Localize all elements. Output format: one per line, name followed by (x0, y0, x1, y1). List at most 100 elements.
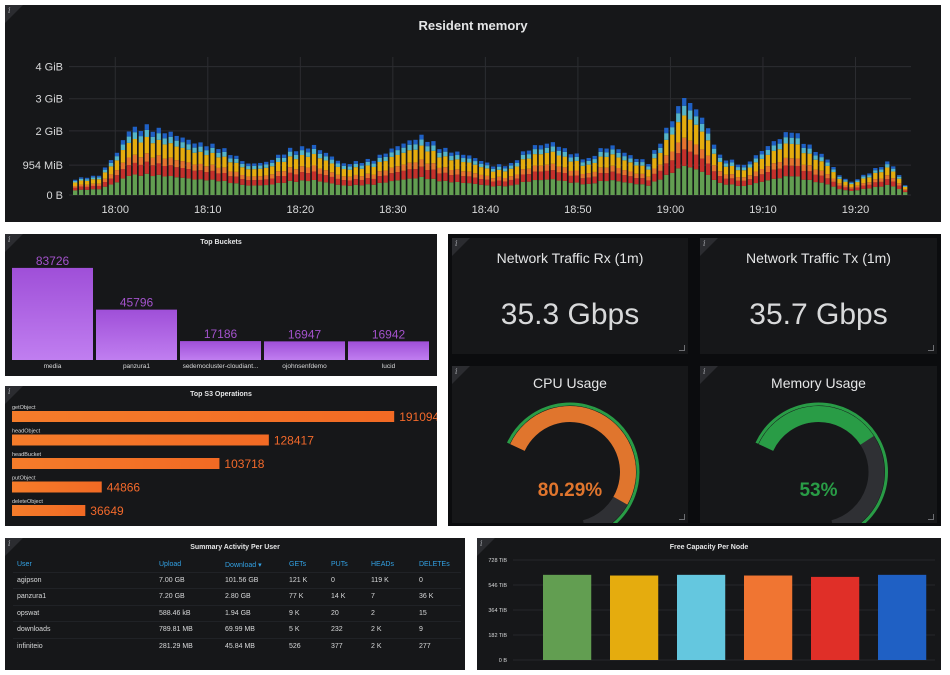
memory-bar-segment (335, 174, 341, 179)
panel-title[interactable]: Memory Usage (771, 375, 866, 391)
memory-bar (777, 139, 782, 195)
resize-handle[interactable] (928, 345, 934, 351)
panel-title[interactable]: Top S3 Operations (190, 391, 252, 398)
operation-bar[interactable] (12, 458, 220, 469)
memory-bar (658, 143, 663, 195)
info-icon[interactable]: i (480, 539, 483, 548)
table-row[interactable]: panzura1 7.20 GB 2.80 GB 77 K 14 K 7 36 K (13, 588, 461, 605)
memory-bar-segment (108, 160, 114, 163)
info-corner[interactable] (5, 234, 23, 252)
info-corner[interactable] (5, 386, 23, 404)
memory-bar-segment (783, 137, 788, 144)
table-cell: panzura1 (13, 588, 158, 605)
panel-title[interactable]: Top Buckets (200, 239, 242, 246)
panel-title[interactable]: Summary Activity Per User (190, 544, 280, 551)
info-icon[interactable]: i (8, 6, 11, 15)
info-icon[interactable]: i (8, 235, 11, 244)
memory-bar-segment (628, 155, 633, 159)
memory-bar-segment (317, 168, 323, 174)
table-cell: 2.80 GB (224, 588, 288, 605)
info-corner[interactable] (477, 538, 495, 556)
memory-bar (282, 154, 287, 195)
info-corner[interactable] (5, 538, 23, 556)
info-icon[interactable]: i (703, 367, 706, 376)
memory-bar-segment (538, 145, 544, 150)
capacity-bar[interactable] (543, 574, 592, 660)
column-header[interactable]: Download ▾ (225, 561, 262, 569)
column-header[interactable]: HEADs (371, 561, 394, 569)
memory-bar-segment (299, 146, 305, 151)
info-icon[interactable]: i (8, 539, 11, 548)
column-header[interactable]: PUTs (331, 561, 348, 569)
memory-bar-segment (359, 165, 364, 169)
panel-title[interactable]: Free Capacity Per Node (669, 544, 749, 551)
column-header[interactable]: DELETEs (419, 561, 450, 569)
memory-bar (162, 133, 167, 195)
memory-bar-segment (240, 161, 245, 164)
memory-bar-segment (276, 176, 281, 183)
operation-bar[interactable] (12, 411, 395, 422)
info-corner[interactable] (452, 238, 470, 256)
memory-bar (299, 146, 305, 195)
memory-bar-segment (556, 146, 561, 151)
operation-bar[interactable] (12, 434, 269, 446)
panel-title[interactable]: Network Traffic Tx (1m) (746, 250, 891, 266)
capacity-bar[interactable] (610, 575, 659, 660)
capacity-bar[interactable] (811, 576, 860, 660)
operation-bar[interactable] (12, 505, 86, 516)
memory-bar-segment (694, 154, 699, 170)
capacity-bar[interactable] (878, 574, 927, 660)
operation-bar[interactable] (12, 481, 102, 493)
bucket-value-label: 16942 (372, 327, 406, 341)
bucket-bar[interactable] (96, 309, 177, 360)
table-row[interactable]: infiniteio 281.29 MB 45.84 MB 526 377 2 K 277 (13, 637, 461, 655)
column-header[interactable]: User (17, 561, 32, 569)
stat-value: 35.7 Gbps (749, 298, 888, 331)
memory-bar-segment (204, 146, 209, 151)
memory-bar-segment (532, 180, 538, 195)
memory-bar (789, 132, 794, 195)
memory-bar-segment (186, 169, 191, 179)
bucket-bar[interactable] (264, 341, 345, 360)
column-header[interactable]: Upload (159, 561, 182, 569)
column-header[interactable]: GETs (289, 561, 307, 569)
memory-bar-segment (282, 161, 287, 172)
memory-bar-segment (634, 178, 639, 185)
info-corner[interactable] (700, 238, 718, 256)
memory-bar (443, 147, 448, 195)
bucket-bar[interactable] (348, 341, 429, 360)
info-icon[interactable]: i (703, 239, 706, 248)
info-icon[interactable]: i (455, 239, 458, 248)
memory-bar-segment (234, 176, 239, 184)
info-icon[interactable]: i (8, 387, 11, 396)
panel-title[interactable]: Network Traffic Rx (1m) (496, 250, 644, 266)
memory-bar-segment (240, 179, 245, 185)
bucket-bar[interactable] (180, 341, 261, 360)
resize-handle[interactable] (928, 514, 934, 520)
info-corner[interactable] (5, 5, 23, 23)
table-row[interactable]: opswat 588.46 kB 1.94 GB 9 K 20 2 15 (13, 604, 461, 622)
capacity-bar[interactable] (677, 574, 726, 660)
memory-bar-segment (389, 148, 394, 153)
info-corner[interactable] (700, 366, 718, 384)
info-icon[interactable]: i (455, 367, 458, 376)
resize-handle[interactable] (679, 345, 685, 351)
memory-bar-segment (550, 163, 556, 171)
memory-bar-segment (84, 177, 90, 180)
memory-bar-segment (126, 142, 132, 158)
capacity-bar[interactable] (744, 575, 793, 660)
memory-bar-segment (383, 175, 388, 183)
memory-bar-segment (837, 178, 842, 184)
memory-bar-segment (365, 158, 370, 162)
memory-bar-segment (496, 169, 502, 177)
panel-title[interactable]: CPU Usage (533, 375, 607, 391)
resize-handle[interactable] (679, 514, 685, 520)
info-corner[interactable] (452, 366, 470, 384)
memory-bar-segment (198, 170, 203, 180)
bucket-name-label: panzura1 (123, 363, 150, 370)
panel-title[interactable]: Resident memory (418, 18, 528, 33)
bucket-bar[interactable] (12, 267, 93, 360)
memory-bar-segment (491, 168, 496, 172)
